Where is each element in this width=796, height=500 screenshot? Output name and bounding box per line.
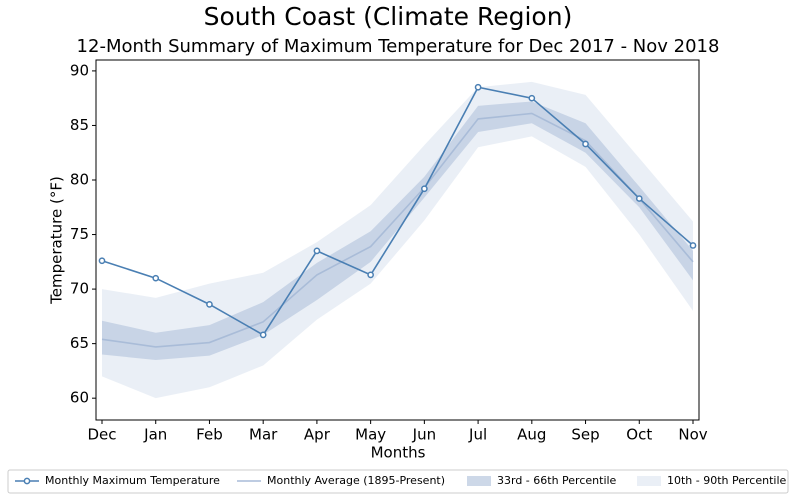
legend-swatch	[637, 476, 661, 486]
y-tick-label: 85	[70, 116, 89, 134]
y-axis-label: Temperature (°F)	[48, 176, 66, 305]
data-point	[421, 185, 428, 193]
x-tick-label: Aug	[517, 426, 546, 444]
x-tick-label: Dec	[87, 426, 116, 444]
y-tick-label: 70	[70, 280, 89, 298]
y-tick-label: 65	[70, 334, 89, 352]
x-tick-label: Nov	[678, 426, 707, 444]
data-point	[635, 195, 643, 202]
legend-label: Monthly Average (1895-Present)	[267, 474, 445, 487]
legend-label: 33rd - 66th Percentile	[497, 474, 617, 487]
percentile-band	[102, 101, 693, 361]
legend-marker	[23, 477, 31, 485]
x-tick-label: Jan	[143, 426, 167, 444]
x-axis-label: Months	[371, 444, 426, 462]
x-tick-label: Jul	[468, 426, 487, 444]
y-tick-label: 60	[70, 389, 89, 407]
series-line	[101, 112, 694, 348]
data-point	[98, 257, 106, 265]
x-tick-label: Oct	[626, 426, 652, 444]
data-point	[259, 331, 267, 339]
data-point	[313, 247, 321, 255]
legend-box	[7, 469, 789, 494]
legend-label: 10th - 90th Percentile	[667, 474, 787, 487]
x-tick-label: May	[355, 426, 386, 444]
chart-title: South Coast (Climate Region)	[204, 2, 573, 31]
y-tick-label: 90	[70, 61, 89, 79]
data-point	[474, 83, 482, 91]
data-point	[528, 94, 536, 102]
series-line	[101, 86, 694, 336]
data-point	[582, 140, 589, 148]
x-tick-label: Apr	[304, 426, 331, 444]
x-tick-label: Mar	[249, 426, 278, 444]
y-tick-label: 80	[70, 171, 89, 189]
chart-subtitle: 12-Month Summary of Maximum Temperature …	[77, 36, 720, 57]
data-point	[689, 242, 697, 249]
x-tick-label: Jun	[412, 426, 436, 444]
data-point	[206, 301, 213, 308]
x-tick-label: Feb	[196, 426, 223, 444]
legend-label: Monthly Maximum Temperature	[45, 474, 220, 487]
y-tick-label: 75	[70, 225, 89, 243]
legend-swatch	[467, 476, 491, 486]
x-tick-label: Sep	[571, 426, 599, 444]
data-point	[152, 274, 160, 282]
data-point	[367, 271, 374, 279]
plot-frame	[95, 59, 700, 421]
